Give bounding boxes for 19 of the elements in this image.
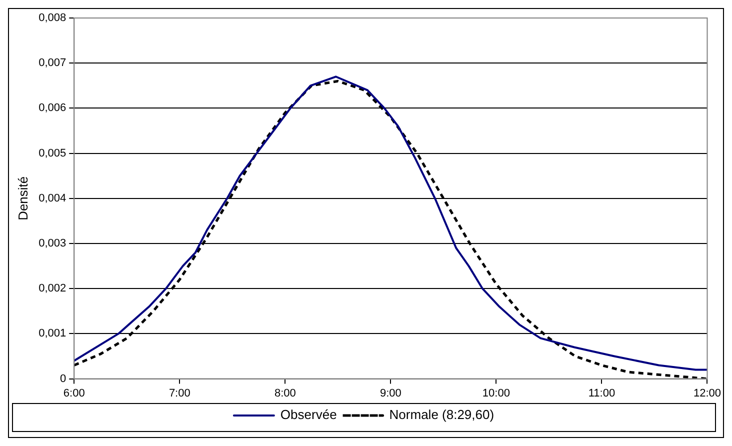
y-tick-label: 0,006 — [38, 102, 66, 114]
y-tick-label: 0 — [60, 372, 66, 385]
x-tick-label: 10:00 — [482, 387, 510, 400]
x-tick-label: 11:00 — [588, 387, 616, 400]
x-tick-label: 7:00 — [168, 387, 190, 400]
x-tick-label: 9:00 — [380, 387, 402, 400]
legend-label: Observée — [280, 407, 337, 422]
x-tick-label: 6:00 — [63, 387, 85, 400]
legend-label: Normale (8:29,60) — [389, 407, 494, 422]
y-axis-title: Densité — [15, 176, 30, 220]
y-tick-label: 0,008 — [38, 12, 66, 24]
y-tick-label: 0,003 — [38, 238, 66, 250]
y-tick-label: 0,004 — [38, 192, 66, 204]
x-tick-label: 8:00 — [274, 387, 296, 400]
y-tick-label: 0,005 — [38, 147, 66, 160]
y-tick-label: 0,001 — [38, 328, 66, 340]
x-tick-label: 12:00 — [693, 387, 721, 400]
y-tick-label: 0,007 — [38, 57, 66, 70]
y-tick-label: 0,002 — [38, 282, 66, 295]
